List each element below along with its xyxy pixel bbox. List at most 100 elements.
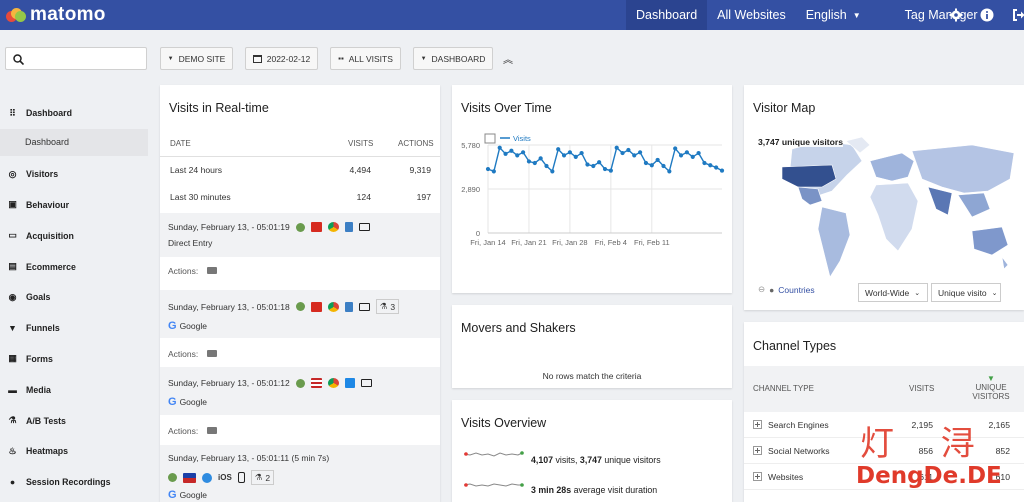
site-selector[interactable]: ▼ DEMO SITE [160, 47, 233, 70]
column-header-visits[interactable]: VISITS [909, 384, 935, 393]
data-point[interactable] [503, 151, 508, 156]
table-row[interactable]: Search Engines 2,195 2,165 [744, 412, 1024, 438]
sidebar-item-heatmaps[interactable]: ♨ Heatmaps [0, 436, 148, 467]
sidebar-item-session-recordings[interactable]: ● Session Recordings [0, 467, 148, 498]
gear-icon[interactable] [948, 7, 964, 23]
matomo-logo[interactable]: matomo [6, 4, 106, 26]
segment-selector[interactable]: ▪▪ ALL VISITS [330, 47, 401, 70]
data-point[interactable] [626, 147, 631, 153]
visitor-profile-icon[interactable] [168, 473, 177, 482]
visit-entry[interactable]: Sunday, February 13, - 05:01:18 ⚗ 3 G Go… [160, 290, 440, 338]
sidebar-item-ecommerce[interactable]: ▤ Ecommerce [0, 251, 148, 282]
map-metric-select[interactable]: Unique visito ⌄ [931, 283, 1001, 302]
table-row[interactable]: Social Networks 856 852 [744, 438, 1024, 464]
data-point[interactable] [491, 169, 496, 174]
sidebar-item-a-b-tests[interactable]: ⚗ A/B Tests [0, 405, 148, 436]
dashboard-selector[interactable]: ▼ DASHBOARD [413, 47, 493, 70]
sidebar-item-behaviour[interactable]: ▣ Behaviour [0, 190, 148, 221]
world-map[interactable] [752, 131, 1022, 311]
map-scope-select[interactable]: World-Wide ⌄ [858, 283, 928, 302]
data-point[interactable] [602, 166, 608, 172]
data-point[interactable] [649, 163, 654, 168]
nav-all-websites[interactable]: All Websites [717, 8, 786, 22]
data-point[interactable] [497, 145, 502, 150]
flag-icon [310, 378, 322, 388]
data-point[interactable] [597, 160, 602, 165]
sidebar-item-forms[interactable]: ▦ Forms [0, 344, 148, 375]
chart-type-icon[interactable] [484, 133, 496, 144]
data-point[interactable] [515, 153, 520, 158]
os-label: iOS [218, 473, 232, 482]
data-point[interactable] [585, 162, 590, 167]
data-point[interactable] [556, 147, 561, 152]
sidebar-item-goals[interactable]: ◉ Goals [0, 282, 148, 313]
data-point[interactable] [684, 150, 689, 155]
desktop-icon [358, 223, 370, 231]
sidebar-item-media[interactable]: ▬ Media [0, 374, 148, 405]
data-point[interactable] [550, 169, 555, 174]
column-header-visits: VISITS [348, 139, 374, 148]
data-point[interactable] [526, 159, 532, 164]
data-point[interactable] [591, 163, 596, 169]
data-point[interactable] [614, 145, 619, 150]
data-point[interactable] [567, 150, 572, 155]
nav-dashboard[interactable]: Dashboard [626, 0, 708, 30]
data-point[interactable] [579, 150, 584, 156]
visitor-profile-icon[interactable] [295, 378, 305, 388]
nav-language[interactable]: English ▼ [796, 0, 871, 30]
data-point[interactable] [673, 146, 678, 151]
sign-out-icon[interactable] [1010, 7, 1024, 23]
info-icon[interactable] [979, 7, 995, 23]
sidebar-subitem-dashboard[interactable]: Dashboard [0, 128, 148, 156]
data-point[interactable] [620, 150, 625, 156]
data-point[interactable] [638, 150, 643, 155]
folder-icon[interactable] [207, 267, 218, 274]
folder-icon[interactable] [207, 427, 218, 434]
data-point[interactable] [696, 150, 701, 156]
expand-icon[interactable] [753, 420, 762, 429]
data-point[interactable] [608, 168, 613, 173]
data-point[interactable] [708, 163, 713, 168]
data-point[interactable] [690, 154, 695, 159]
search-input[interactable] [5, 47, 147, 70]
data-point[interactable] [719, 168, 725, 173]
data-point[interactable] [667, 169, 672, 174]
expand-icon[interactable] [753, 446, 762, 455]
data-point[interactable] [632, 153, 637, 158]
data-point[interactable] [661, 163, 666, 169]
date-selector[interactable]: 2022-02-12 [245, 47, 318, 70]
data-point[interactable] [485, 166, 491, 172]
column-header-unique-visitors[interactable]: ▼ UNIQUE VISITORS [970, 374, 1012, 401]
data-point[interactable] [573, 154, 578, 159]
visitor-profile-icon[interactable] [295, 302, 305, 311]
sidebar-item-visitors[interactable]: ◎ Visitors [0, 159, 148, 190]
data-point[interactable] [544, 163, 549, 169]
folder-icon[interactable] [207, 350, 218, 357]
countries-link[interactable]: Countries [778, 284, 815, 295]
sidebar-item-funnels[interactable]: ▼ Funnels [0, 313, 148, 344]
data-point[interactable] [655, 157, 660, 163]
nav-tag-manager[interactable]: Tag Manager [904, 8, 978, 22]
data-point[interactable] [538, 156, 543, 161]
visits-line-chart[interactable]: Visits 0 2,890 5,780 Fri, Jan 14 Fri, Jan 21 F… [452, 129, 732, 293]
visit-entry[interactable]: Sunday, February 13, - 05:01:11 (5 min 7… [160, 445, 440, 502]
sidebar-item-dashboard[interactable]: ⠿ Dashboard [0, 98, 148, 129]
column-header-channel-type[interactable]: CHANNEL TYPE [753, 384, 814, 393]
data-point[interactable] [702, 160, 707, 166]
data-point[interactable] [509, 148, 514, 153]
visitor-profile-icon[interactable] [295, 222, 305, 232]
legend-label[interactable]: Visits [513, 134, 531, 143]
data-point[interactable] [714, 165, 719, 170]
visit-entry[interactable]: Sunday, February 13, - 05:01:12 G Google [160, 367, 440, 415]
collapse-chevron-icon[interactable]: ︽ [503, 55, 513, 66]
table-row[interactable]: Websites 611 610 [744, 464, 1024, 490]
data-point[interactable] [643, 160, 649, 166]
data-point[interactable] [678, 153, 684, 158]
data-point[interactable] [561, 153, 567, 158]
zoom-out-icon[interactable]: ⊖ [758, 284, 766, 294]
data-point[interactable] [532, 160, 537, 166]
visit-entry[interactable]: Sunday, February 13, - 05:01:19 Direct E… [160, 213, 440, 257]
expand-icon[interactable] [753, 472, 762, 481]
sidebar-item-acquisition[interactable]: ▭ Acquisition [0, 220, 148, 251]
data-point[interactable] [521, 150, 526, 155]
